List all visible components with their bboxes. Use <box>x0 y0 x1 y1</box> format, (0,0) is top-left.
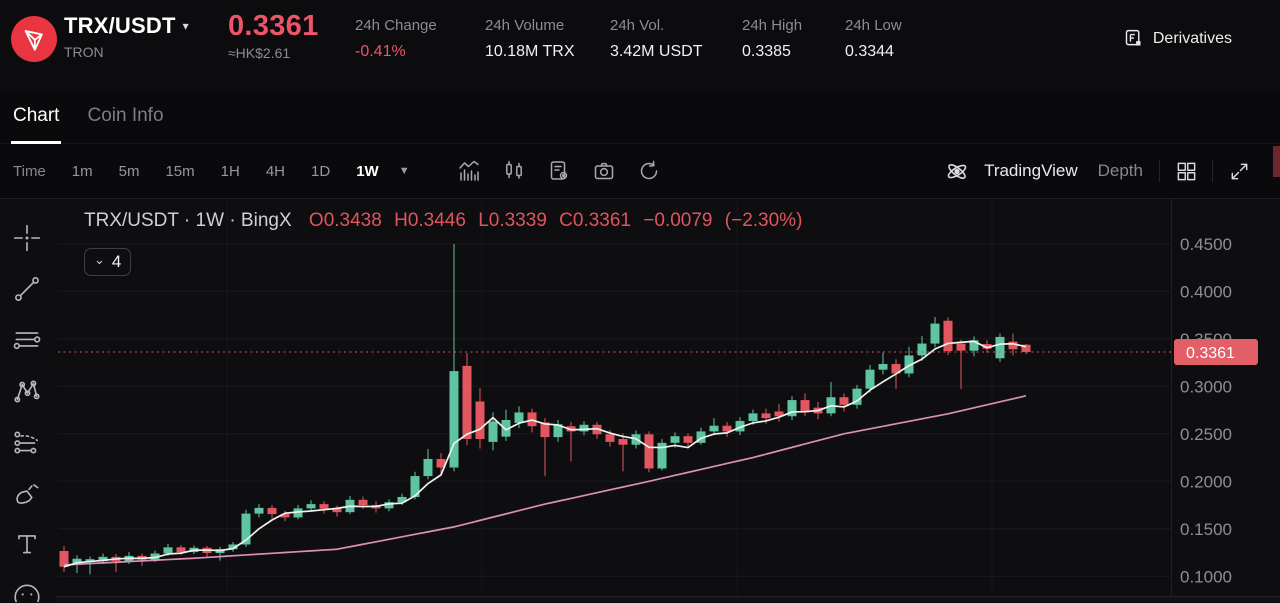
stat-label: 24h High <box>742 17 803 34</box>
last-price: 0.3361 <box>228 10 319 42</box>
timeframe-1h[interactable]: 1H <box>220 162 240 180</box>
timeframe-1m[interactable]: 1m <box>71 162 93 180</box>
text-tool-icon[interactable] <box>12 529 44 561</box>
stat-24h-volume: 24h Volume 10.18M TRX <box>485 17 610 61</box>
legend-symbol: TRX/USDT · 1W · BingX <box>84 210 292 231</box>
chart-area: 0.45000.40000.35000.30000.25000.20000.15… <box>0 199 1280 602</box>
drawing-toolbar <box>0 199 56 602</box>
reset-chart-icon[interactable] <box>636 158 662 184</box>
price-axis-tick: 0.2500 <box>1180 425 1232 444</box>
price-axis-tick: 0.2000 <box>1180 472 1232 491</box>
xabcd-pattern-icon[interactable] <box>12 376 44 408</box>
stat-label: 24h Change <box>355 17 437 34</box>
timeframe-4h[interactable]: 4H <box>265 162 286 180</box>
indicators-badge[interactable]: ⌄ 4 <box>84 248 132 276</box>
derivatives-link[interactable]: Derivatives <box>1123 28 1232 49</box>
network-name: TRON <box>64 44 104 60</box>
chevron-down-icon: ⌄ <box>94 252 105 267</box>
crosshair-icon[interactable] <box>12 223 44 255</box>
stat-24h-low: 24h Low 0.3344 <box>845 17 945 61</box>
price-axis-tick: 0.1000 <box>1180 567 1232 586</box>
scroll-indicator <box>1273 146 1280 177</box>
price-axis-tick: 0.3000 <box>1180 377 1232 396</box>
price-block: 0.3361 ≈HK$2.61 <box>228 10 319 61</box>
stat-label: 24h Volume <box>485 17 565 34</box>
legend-ohlc: O0.3438 H0.3446 L0.3339 C0.3361 −0.0079 … <box>308 210 803 231</box>
tab-coin-info[interactable]: Coin Info <box>87 105 164 126</box>
candle-style-icon[interactable] <box>501 158 527 184</box>
grid-layout-icon[interactable] <box>1173 158 1199 184</box>
indicator-count: 4 <box>111 252 122 271</box>
stats-row: 24h Change -0.41% 24h Volume 10.18M TRX 24h … <box>355 17 945 61</box>
fiat-price: ≈HK$2.61 <box>228 45 291 61</box>
stat-value: 0.3385 <box>742 43 791 60</box>
fullscreen-icon[interactable] <box>1226 158 1252 184</box>
timeframe-caret-icon[interactable]: ▼ <box>398 165 410 177</box>
symbol-caret-icon: ▾ <box>182 19 189 33</box>
trend-line-icon[interactable] <box>12 274 44 306</box>
chart-toolbar: Time 1m 5m 15m 1H 4H 1D 1W ▼ TradingView Depth <box>0 144 1280 199</box>
brush-icon[interactable] <box>12 478 44 510</box>
timeframe-15m[interactable]: 15m <box>165 162 195 180</box>
emoji-icon[interactable] <box>12 580 44 602</box>
price-axis-tick: 0.4500 <box>1180 235 1232 254</box>
symbol-pair[interactable]: TRX/USDT <box>64 13 176 38</box>
tron-logo <box>11 16 57 62</box>
timeframe-1d[interactable]: 1D <box>311 162 331 180</box>
stat-24h-high: 24h High 0.3385 <box>742 17 845 61</box>
derivatives-icon <box>1123 28 1144 49</box>
time-label: Time <box>13 162 46 180</box>
screenshot-icon[interactable] <box>591 158 617 184</box>
fib-retracement-icon[interactable] <box>12 325 44 357</box>
stat-label: 24h Vol. <box>610 17 665 34</box>
derivatives-label: Derivatives <box>1152 29 1232 47</box>
time-axis-strip <box>56 596 1280 602</box>
price-axis-tick: 0.1500 <box>1180 520 1232 539</box>
depth-label[interactable]: Depth <box>1097 161 1143 180</box>
timeframe-1w[interactable]: 1W <box>356 162 379 180</box>
stat-label: 24h Low <box>845 17 902 34</box>
last-price-tag: 0.3361 <box>1186 345 1235 362</box>
toolbar-icons <box>456 158 662 184</box>
candlestick-chart[interactable]: 0.45000.40000.35000.30000.25000.20000.15… <box>0 199 1280 602</box>
toolbar-right: TradingView Depth <box>944 158 1280 184</box>
atom-icon[interactable] <box>944 158 970 184</box>
header: TRX/USDT ▾ TRON 0.3361 ≈HK$2.61 24h Chan… <box>0 0 1280 90</box>
stat-value: 0.3344 <box>845 43 894 60</box>
divider <box>1212 160 1213 182</box>
stat-24h-vol-: 24h Vol. 3.42M USDT <box>610 17 742 61</box>
indicators-icon[interactable] <box>456 158 482 184</box>
forecast-icon[interactable] <box>12 427 44 459</box>
stat-value: 10.18M TRX <box>485 43 575 60</box>
price-axis-tick: 0.4000 <box>1180 282 1232 301</box>
divider <box>1159 160 1160 182</box>
timeframe-5m[interactable]: 5m <box>118 162 140 180</box>
stat-value: -0.41% <box>355 43 406 60</box>
stat-value: 3.42M USDT <box>610 43 703 60</box>
tradingview-label[interactable]: TradingView <box>984 161 1078 180</box>
chart-legend: TRX/USDT · 1W · BingX O0.3438 H0.3446 L0… <box>84 210 802 232</box>
tabs: Chart Coin Info <box>0 90 1280 144</box>
chart-settings-icon[interactable] <box>546 158 572 184</box>
stat-24h-change: 24h Change -0.41% <box>355 17 485 61</box>
symbol-block[interactable]: TRX/USDT ▾ TRON <box>64 13 189 60</box>
tab-chart[interactable]: Chart <box>11 90 62 144</box>
timeframe-group: 1m 5m 15m 1H 4H 1D 1W <box>72 163 379 180</box>
